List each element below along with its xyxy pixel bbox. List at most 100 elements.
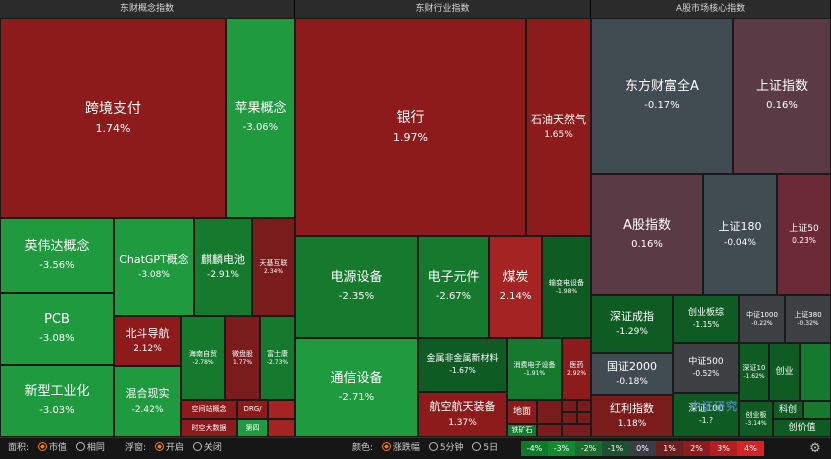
float-option-off[interactable]: 关闭 xyxy=(203,443,222,453)
treemap-tile[interactable] xyxy=(562,424,591,437)
treemap-tile[interactable]: 英伟达概念 -3.56% xyxy=(0,218,114,293)
treemap-tile[interactable]: 金属非金属新材料 -1.67% xyxy=(418,338,507,392)
treemap-tile[interactable]: 麒麟电池 -2.91% xyxy=(194,218,252,316)
treemap-tile[interactable]: 北斗导航 2.12% xyxy=(114,316,181,366)
radio-empty-icon[interactable] xyxy=(75,442,85,451)
treemap-tile[interactable]: 铁矿石 xyxy=(507,424,537,437)
color-option-5min[interactable]: 5分钟 xyxy=(439,443,464,453)
tile-percent: -3.56% xyxy=(39,259,75,271)
treemap-tile[interactable]: 科创 xyxy=(773,401,803,419)
treemap-tile[interactable]: 富士康 -2.73% xyxy=(260,316,295,400)
treemap-tile[interactable]: 海南自贸 -2.78% xyxy=(181,316,225,400)
tile-name: DRG/ xyxy=(243,405,262,414)
treemap-tile[interactable]: 输变电设备 -1.98% xyxy=(542,236,591,338)
treemap-tile[interactable]: 混合现实 -2.42% xyxy=(114,366,181,437)
treemap-tile[interactable]: 通信设备 -2.71% xyxy=(295,338,418,437)
treemap-tile[interactable]: 国证2000 -0.18% xyxy=(591,353,673,395)
tile-percent: -2.35% xyxy=(338,291,375,303)
treemap-tile[interactable] xyxy=(268,400,295,419)
treemap-tile[interactable]: DRG/ xyxy=(237,400,268,419)
treemap-tile[interactable]: 石油天然气 1.65% xyxy=(526,18,591,236)
treemap-tile[interactable]: 新型工业化 -3.03% xyxy=(0,365,114,437)
treemap-tile[interactable] xyxy=(577,400,591,412)
treemap-tile[interactable]: 红利指数 1.18% xyxy=(591,395,673,437)
tile-percent: -2.78% xyxy=(192,358,214,366)
radio-empty-icon[interactable] xyxy=(428,442,438,451)
tile-name: 输变电设备 xyxy=(549,278,584,287)
treemap-tile[interactable]: 电源设备 -2.35% xyxy=(295,236,418,338)
color-legend: -4% -3% -2% -1% 0% 1% 2% 3% 4% xyxy=(521,441,764,456)
treemap-tile[interactable]: 上证380 -0.32% xyxy=(785,295,831,343)
radio-selected-icon[interactable] xyxy=(154,442,164,451)
treemap-tile[interactable]: 创业 xyxy=(769,343,800,401)
tile-name: 创价值 xyxy=(788,422,816,433)
treemap-tile[interactable] xyxy=(803,401,831,419)
treemap-tile[interactable] xyxy=(537,424,562,437)
treemap-tile[interactable]: 上证50 0.23% xyxy=(777,174,831,295)
treemap-tile[interactable]: 苹果概念 -3.06% xyxy=(226,18,295,218)
treemap-tile[interactable]: ChatGPT概念 -3.08% xyxy=(114,218,194,316)
color-option-5day[interactable]: 5日 xyxy=(483,443,499,453)
treemap-tile[interactable]: 中证1000 -0.22% xyxy=(739,295,785,343)
treemap-tile[interactable] xyxy=(537,400,562,424)
treemap-tile[interactable]: 第四 xyxy=(237,419,268,437)
tile-name: 地面 xyxy=(512,406,531,417)
area-label: 面积: xyxy=(8,443,30,453)
float-option-on[interactable]: 开启 xyxy=(165,443,184,453)
radio-selected-icon[interactable] xyxy=(37,442,47,451)
radio-empty-icon[interactable] xyxy=(472,442,482,451)
treemap-tile[interactable]: 时空大数据 xyxy=(181,419,237,437)
treemap-tile[interactable]: 航空航天装备 1.37% xyxy=(418,392,507,437)
tile-percent: -2.67% xyxy=(435,291,472,303)
radio-selected-icon[interactable] xyxy=(381,442,391,451)
color-label: 颜色: xyxy=(352,443,374,453)
treemap-tile[interactable]: 消费电子设备 -1.91% xyxy=(507,338,562,400)
tile-name: 东方财富全A xyxy=(625,79,699,95)
treemap-tile[interactable]: 跨境支付 1.74% xyxy=(0,18,226,218)
area-option-equal[interactable]: 相同 xyxy=(86,443,105,453)
tile-percent: -0.22% xyxy=(751,319,773,327)
treemap-tile[interactable]: 深证10 -1.62% xyxy=(739,343,769,401)
treemap-tile[interactable]: 电子元件 -2.67% xyxy=(418,236,489,338)
radio-empty-icon[interactable] xyxy=(192,442,202,451)
treemap-tile[interactable]: 东方财富全A -0.17% xyxy=(591,18,733,174)
tile-name: 时空大数据 xyxy=(191,423,227,432)
area-option-market-cap[interactable]: 市值 xyxy=(48,443,67,453)
color-option-change[interactable]: 涨跌幅 xyxy=(392,443,420,453)
treemap-tile[interactable]: 上证指数 0.16% xyxy=(733,18,831,174)
tile-name: 创业板 xyxy=(745,410,767,419)
tile-percent: 1.65% xyxy=(544,130,573,141)
treemap-tile[interactable]: 中证500 -0.52% xyxy=(673,343,739,393)
tile-percent: 1.97% xyxy=(393,130,428,144)
treemap-tile[interactable] xyxy=(268,419,295,437)
treemap-tile[interactable] xyxy=(577,412,591,424)
treemap-tile[interactable] xyxy=(562,400,577,412)
treemap-tile[interactable]: A股指数 0.16% xyxy=(591,174,703,295)
treemap-tile[interactable]: 创价值 xyxy=(773,419,831,437)
tile-name: 上证380 xyxy=(794,310,822,319)
treemap-tile[interactable]: 深证100 -1.? xyxy=(673,393,739,437)
tile-name: 深证10 xyxy=(742,363,766,372)
treemap-tile[interactable]: 创业板 -3.14% xyxy=(739,401,773,437)
treemap-tile[interactable]: PCB -3.08% xyxy=(0,293,114,365)
treemap-tile[interactable]: 微盘股 1.77% xyxy=(225,316,260,400)
color-control: 颜色: 涨跌幅 5分钟 5日 xyxy=(352,438,498,459)
treemap-tile[interactable]: 创业板综 -1.15% xyxy=(673,295,739,343)
treemap-tile[interactable] xyxy=(800,343,831,401)
treemap-tile[interactable] xyxy=(562,412,577,424)
treemap-tile[interactable]: 地面 xyxy=(507,400,537,424)
treemap-tile[interactable]: 空间站概念 xyxy=(181,400,237,419)
treemap-tile[interactable]: 银行 1.97% xyxy=(295,18,526,236)
header-market-index: A股市场核心指数 xyxy=(591,0,831,18)
gear-icon[interactable]: ⚙ xyxy=(809,441,821,456)
tile-percent: 0.16% xyxy=(631,238,663,250)
treemap-tile[interactable]: 天基互联 2.34% xyxy=(252,218,295,316)
float-window-control: 浮窗: 开启 关闭 xyxy=(125,438,222,459)
treemap-tile[interactable]: 煤炭 2.14% xyxy=(489,236,542,338)
tile-percent: -3.14% xyxy=(745,419,767,427)
treemap-tile[interactable]: 上证180 -0.04% xyxy=(703,174,777,295)
treemap-tile[interactable]: 医药 2.92% xyxy=(562,338,591,400)
treemap-tile[interactable]: 深证成指 -1.29% xyxy=(591,295,673,353)
header-industry-index: 东财行业指数 xyxy=(295,0,591,18)
tile-name: 上证180 xyxy=(718,220,762,233)
